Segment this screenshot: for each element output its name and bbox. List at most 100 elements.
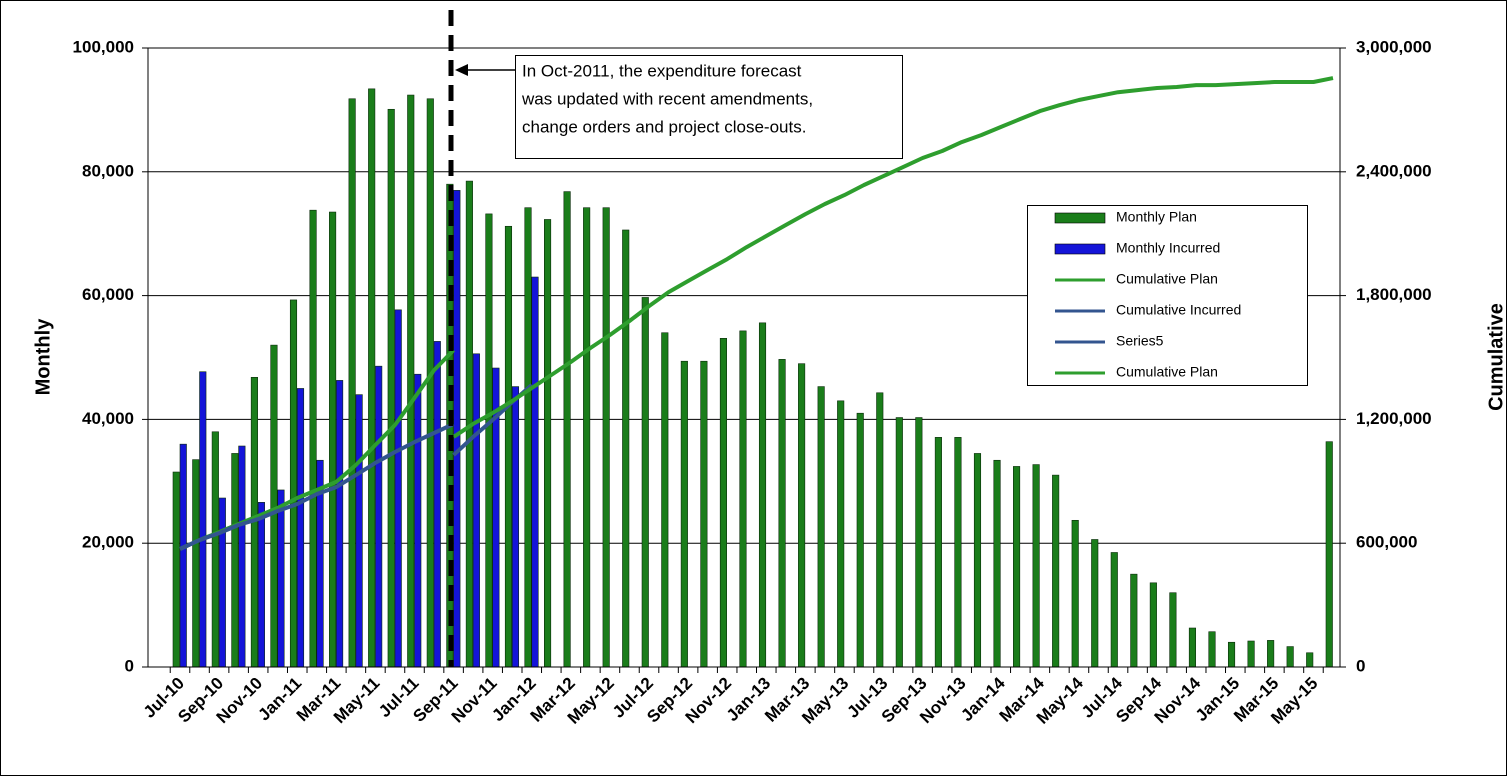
bar <box>1149 582 1157 668</box>
bar <box>1227 641 1236 668</box>
bar <box>876 392 884 668</box>
bar <box>895 417 903 668</box>
bar <box>368 88 376 668</box>
bar <box>973 453 982 668</box>
bar <box>583 207 591 668</box>
bar <box>218 497 226 668</box>
y-tick-label: 20,000 <box>82 533 134 552</box>
bar <box>934 437 942 668</box>
bar <box>602 207 610 668</box>
bar <box>257 502 265 668</box>
bar <box>394 309 402 668</box>
bar <box>1110 552 1118 668</box>
bar <box>622 229 630 668</box>
bar <box>472 353 480 668</box>
bar <box>192 459 200 668</box>
bar <box>739 330 747 668</box>
bar <box>375 365 383 668</box>
bar <box>453 190 461 668</box>
bar <box>511 386 520 668</box>
bar <box>798 363 806 668</box>
bar <box>719 338 727 668</box>
bar <box>211 431 219 668</box>
bar <box>1013 466 1021 668</box>
bar <box>199 371 207 668</box>
bar <box>1169 592 1177 668</box>
bar <box>414 373 422 668</box>
y-tick-label: 0 <box>125 656 134 675</box>
annotation-line: was updated with recent amendments, <box>521 89 813 108</box>
legend-label: Cumulative Plan <box>1116 271 1218 287</box>
bar <box>348 98 356 668</box>
bar <box>1267 640 1275 668</box>
bar <box>680 360 688 668</box>
bar <box>700 360 708 668</box>
bar <box>817 386 825 668</box>
bar <box>1286 646 1294 668</box>
legend-label: Series5 <box>1116 333 1164 349</box>
y-axis-title: Monthly <box>32 318 54 396</box>
bar <box>336 380 344 668</box>
bar <box>641 297 649 668</box>
legend-label: Monthly Plan <box>1116 209 1197 225</box>
legend-label: Monthly Incurred <box>1116 240 1220 256</box>
y2-tick-label: 0 <box>1356 656 1365 675</box>
legend <box>1027 205 1308 386</box>
bar <box>563 191 571 668</box>
bars <box>172 88 1333 668</box>
bar <box>309 209 317 668</box>
bar <box>531 276 539 668</box>
bar <box>485 213 493 668</box>
bar <box>231 453 239 668</box>
bar <box>238 445 246 668</box>
y2-axis-title: Cumulative <box>1485 303 1507 411</box>
line <box>452 76 1334 439</box>
lines <box>179 76 1334 551</box>
y2-tick-label: 3,000,000 <box>1356 37 1432 56</box>
bar <box>837 400 845 668</box>
line <box>179 422 455 551</box>
annotation-box <box>515 55 903 159</box>
annotation-line: change orders and project close-outs. <box>522 117 806 136</box>
y-tick-label: 60,000 <box>82 285 134 304</box>
bar <box>915 417 923 668</box>
bar <box>954 437 962 668</box>
y2-tick-label: 600,000 <box>1356 533 1417 552</box>
bar <box>1091 539 1099 668</box>
bar <box>1208 631 1216 668</box>
y-tick-label: 40,000 <box>82 409 134 428</box>
bar <box>524 207 532 668</box>
y-tick-label: 100,000 <box>73 37 134 56</box>
bar <box>277 489 285 668</box>
bar <box>1032 464 1040 668</box>
bar <box>433 341 441 668</box>
annotation-line: In Oct-2011, the expenditure forecast <box>522 61 802 80</box>
bar <box>661 332 669 668</box>
bar <box>296 388 305 668</box>
legend-label: Cumulative Plan <box>1116 364 1218 380</box>
arrow-head <box>455 64 468 76</box>
bar <box>329 211 337 668</box>
bar <box>993 459 1001 668</box>
bar <box>1306 652 1314 668</box>
bar <box>1130 573 1138 668</box>
legend-label: Cumulative Incurred <box>1116 302 1241 318</box>
bar <box>1325 441 1333 668</box>
bar <box>387 108 395 668</box>
legend-entries: Monthly Plan Monthly Incurred Cumulative P… <box>1054 209 1241 380</box>
bar <box>778 359 786 668</box>
bar <box>1188 627 1197 668</box>
bar <box>544 219 552 668</box>
bar <box>1052 474 1060 668</box>
y2-tick-label: 1,800,000 <box>1356 285 1432 304</box>
bar <box>758 322 767 668</box>
legend-swatch <box>1054 243 1106 255</box>
bar <box>407 94 415 668</box>
bar <box>355 394 363 668</box>
y2-tick-label: 2,400,000 <box>1356 161 1432 180</box>
bar <box>172 471 180 668</box>
bar <box>289 299 298 668</box>
bar <box>856 412 864 668</box>
bar <box>1247 640 1255 668</box>
